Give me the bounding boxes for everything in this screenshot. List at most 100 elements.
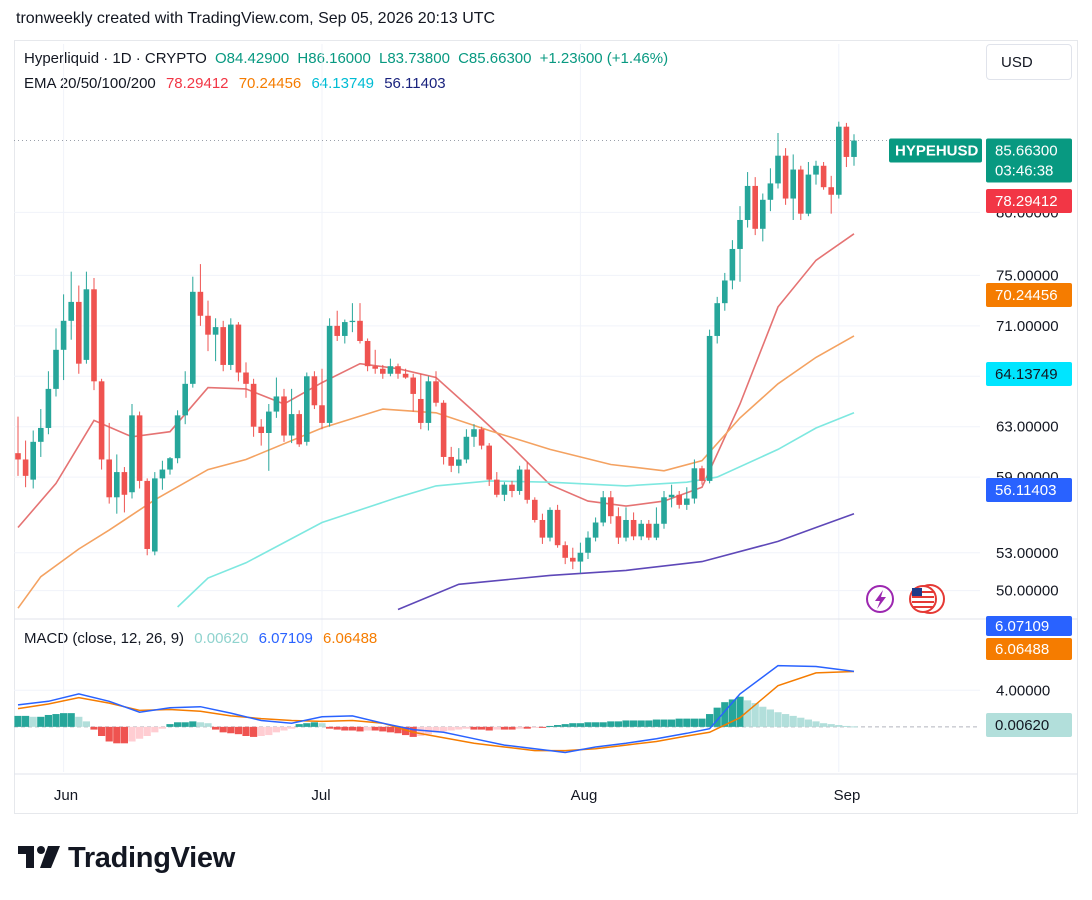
ema200-value: 56.11403 <box>384 75 446 92</box>
candle-body <box>273 396 280 412</box>
macd-histogram-bar <box>29 716 37 727</box>
candle-body <box>676 494 682 505</box>
macd-histogram-bar <box>341 726 349 731</box>
candle <box>790 154 796 220</box>
candle-body <box>820 165 827 188</box>
candle <box>22 440 29 488</box>
macd-histogram-bar <box>835 725 843 727</box>
macd-histogram-bar <box>455 726 463 730</box>
macd-histogram-bar <box>158 726 166 729</box>
hist-tag-text: 0.00620 <box>995 717 1049 734</box>
candle <box>615 507 622 544</box>
candle <box>190 276 196 388</box>
chart-header: tronweekly created with TradingView.com,… <box>16 10 496 27</box>
tradingview-logo[interactable]: TradingView <box>18 842 235 875</box>
candle <box>433 371 439 407</box>
macd-tag-text: 6.07109 <box>995 618 1049 635</box>
candle <box>167 456 173 475</box>
macd-histogram-bar <box>478 726 486 730</box>
candle-body <box>615 516 622 538</box>
candle-body <box>836 126 842 195</box>
candle-body <box>539 519 546 538</box>
candle <box>395 363 401 379</box>
candle <box>205 300 211 352</box>
candle <box>547 507 553 542</box>
candle <box>608 490 614 524</box>
macd-histogram-bar <box>394 726 402 734</box>
candle-body <box>790 169 796 199</box>
open-value: O84.42900 <box>215 50 290 67</box>
macd-histogram-bar <box>546 725 554 727</box>
candle-body <box>281 396 287 436</box>
macd-histogram-bar <box>607 721 615 727</box>
macd-histogram-bar <box>136 726 144 739</box>
candle <box>805 161 812 217</box>
candle-body <box>805 174 812 214</box>
candle-body <box>372 366 378 369</box>
macd-histogram-bar <box>774 712 782 727</box>
candle <box>197 264 204 326</box>
candle-body <box>334 325 340 336</box>
macd-histogram-bar <box>181 722 189 727</box>
symbol-tag: HYPEHUSD <box>889 138 982 163</box>
macd-histogram-bar <box>333 726 341 730</box>
candle <box>410 373 416 412</box>
candle-body <box>220 327 226 365</box>
macd-histogram-bar <box>280 726 288 731</box>
candle <box>532 497 538 523</box>
candle <box>144 478 150 556</box>
macd-tag: 6.07109 <box>986 616 1072 636</box>
candle-body <box>30 441 36 480</box>
candle-body <box>114 472 120 498</box>
x-tick-label: Sep <box>834 787 861 804</box>
candle-body <box>570 557 576 562</box>
candle-body <box>121 472 128 495</box>
macd-histogram-bar <box>14 715 22 727</box>
symbol-label[interactable]: Hyperliquid · 1D · CRYPTO <box>24 50 207 67</box>
macd-histogram-bar <box>637 720 645 727</box>
macd-histogram-bar <box>417 726 425 736</box>
x-tick-label: Jul <box>311 787 330 804</box>
candle <box>129 404 135 499</box>
macd-histogram-bar <box>592 722 600 727</box>
candle <box>296 410 302 447</box>
candle-body <box>440 402 447 457</box>
candle <box>304 372 310 446</box>
candle-body <box>592 522 599 538</box>
macd-histogram-bar <box>470 726 478 730</box>
candle-body <box>851 140 857 157</box>
currency-button[interactable]: USD <box>986 44 1072 80</box>
macd-histogram-bar <box>820 723 828 727</box>
candle <box>326 318 333 427</box>
macd-histogram-bar <box>614 721 622 727</box>
candle-body <box>547 509 553 538</box>
macd-histogram-bar <box>493 726 501 730</box>
candle <box>220 320 226 372</box>
candle <box>851 134 857 166</box>
candle-body <box>296 414 302 445</box>
ema-legend: EMA 20/50/100/200 78.29412 70.24456 64.1… <box>24 75 452 92</box>
macd-histogram-bar <box>683 718 691 727</box>
ema-name[interactable]: EMA 20/50/100/200 <box>24 75 156 92</box>
ema100-tag-bg <box>986 362 1072 386</box>
macd-histogram-bar <box>736 696 744 727</box>
y-tick-label: 63.00000 <box>996 419 1059 436</box>
macd-histogram-bar <box>22 715 30 727</box>
candle <box>250 378 257 437</box>
macd-histogram-bar <box>44 714 52 727</box>
candle-body <box>136 415 143 481</box>
candle <box>182 371 188 425</box>
candle-body <box>266 411 272 434</box>
candle <box>600 490 606 527</box>
candle <box>592 517 599 542</box>
candle <box>463 429 470 464</box>
candle-body <box>494 479 500 495</box>
macd-histogram-bar <box>166 724 174 727</box>
macd-histogram-bar <box>295 724 303 727</box>
candle <box>638 519 644 541</box>
macd-histogram-bar <box>432 726 440 733</box>
candle <box>570 547 576 570</box>
candle-body <box>782 155 789 199</box>
candle <box>342 319 348 344</box>
